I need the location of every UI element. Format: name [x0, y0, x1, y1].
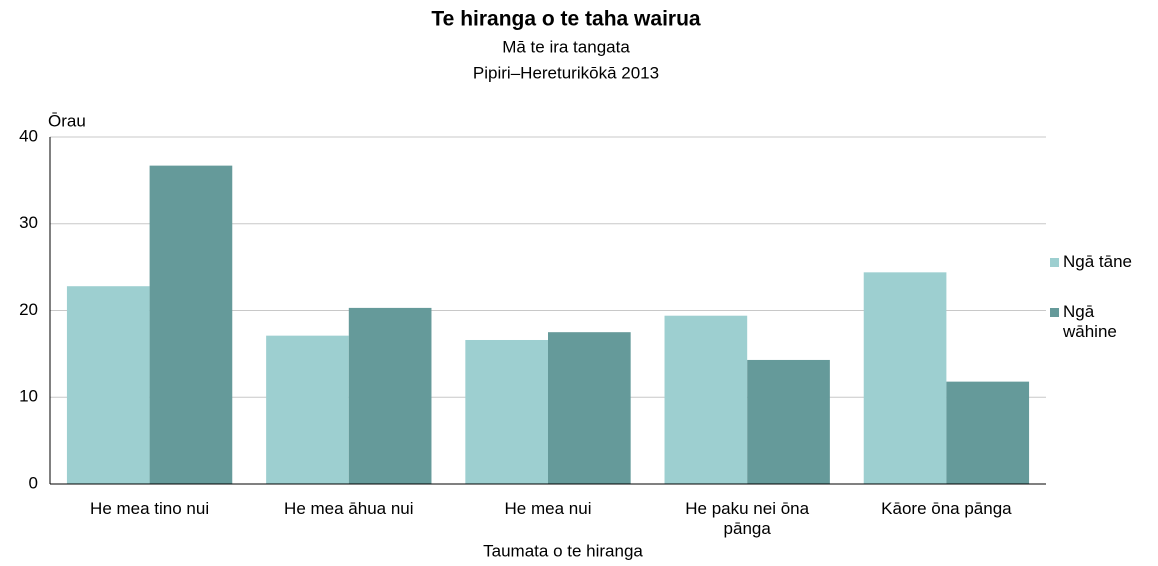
bar: [149, 165, 233, 484]
y-tick-label: 40: [19, 126, 38, 145]
x-tick-label: He mea tino nui: [90, 499, 210, 518]
bar: [946, 381, 1030, 484]
y-tick-label: 10: [19, 387, 38, 406]
bar: [863, 272, 947, 484]
bar: [266, 335, 349, 484]
legend-swatch: [1050, 308, 1059, 317]
chart-title: Te hiranga o te taha wairua: [431, 8, 700, 31]
chart-subtitle: Mā te ira tangata: [502, 37, 630, 56]
bar: [348, 307, 432, 484]
legend-swatch: [1050, 258, 1059, 267]
legend-item: Ngā tāne: [1050, 252, 1150, 272]
x-tick-label: He mea āhua nui: [284, 499, 414, 518]
x-tick-label: He paku nei ōna pānga: [685, 499, 810, 538]
y-tick-label: 0: [29, 473, 38, 492]
legend-label: Ngā tāne: [1063, 252, 1132, 271]
bar: [747, 359, 830, 484]
bar: [664, 315, 748, 484]
x-tick-label: He mea nui: [504, 499, 592, 518]
x-axis-label: Taumata o te hiranga: [483, 541, 643, 560]
legend-label: Ngā wāhine: [1063, 302, 1117, 341]
bar: [66, 286, 150, 484]
y-tick-label: 30: [19, 213, 38, 232]
y-axis-label: Ōrau: [48, 111, 86, 130]
legend-item: Ngā wāhine: [1050, 302, 1150, 342]
chart-subtitle: Pipiri–Hereturikōkā 2013: [473, 63, 659, 82]
x-tick-label: Kāore ōna pānga: [881, 499, 1012, 518]
bar: [465, 339, 548, 484]
y-tick-label: 20: [19, 300, 38, 319]
bar: [548, 332, 631, 484]
